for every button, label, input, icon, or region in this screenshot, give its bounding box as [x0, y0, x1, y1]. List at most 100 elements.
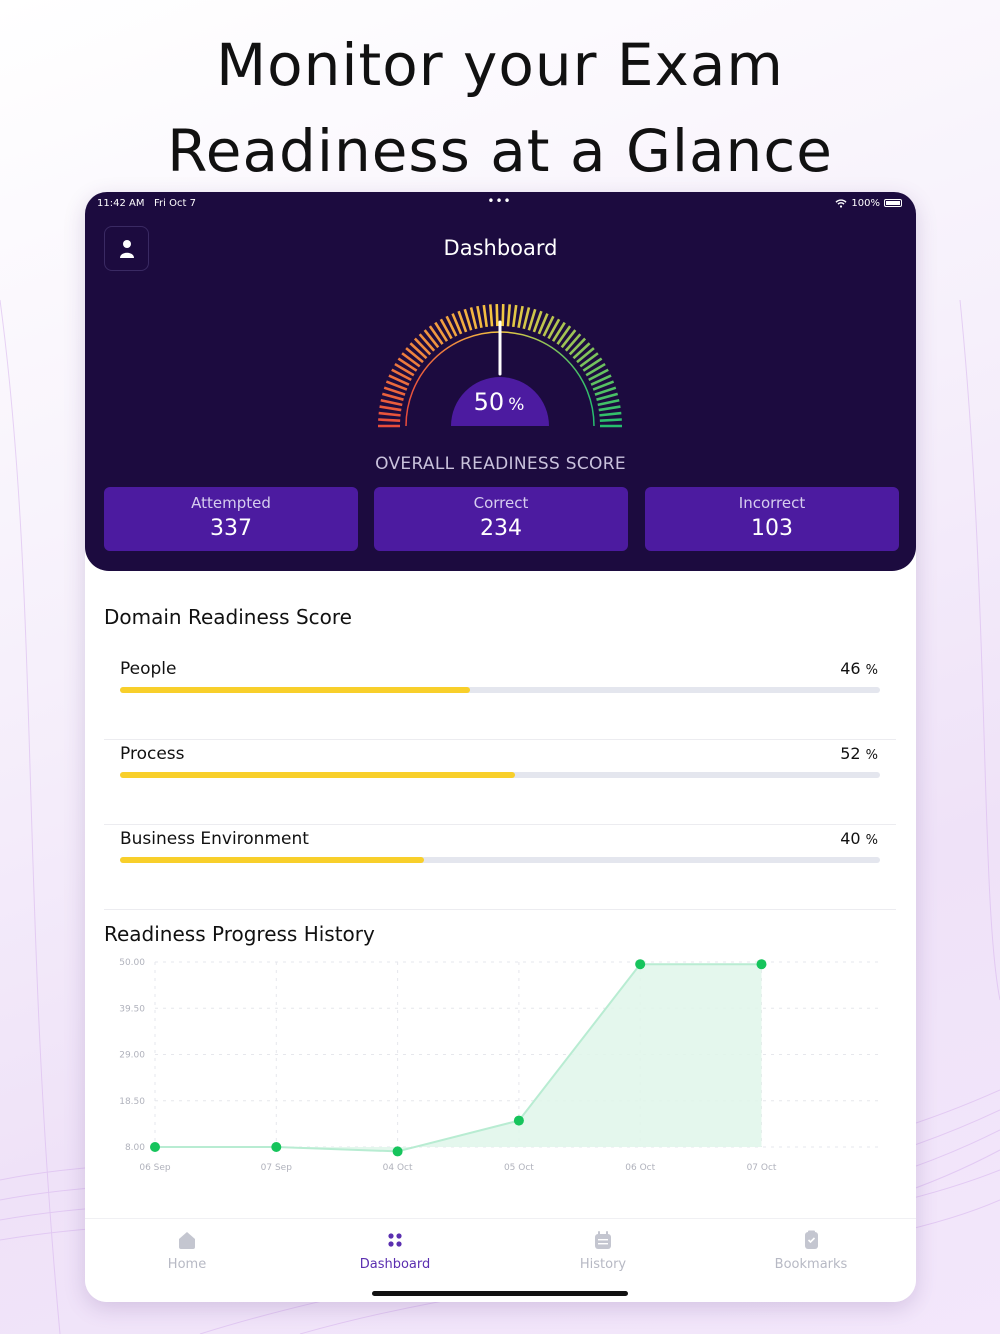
tab-label: Bookmarks	[774, 1257, 848, 1272]
gauge-caption: OVERALL READINESS SCORE	[375, 454, 626, 474]
gauge-tick	[551, 321, 566, 342]
home-indicator	[372, 1291, 628, 1296]
stat-label: Attempted	[191, 494, 271, 512]
gauge-ticks	[378, 304, 622, 428]
profile-button[interactable]	[104, 226, 149, 271]
stat-card-correct: Correct 234	[374, 487, 628, 551]
gauge-tick	[592, 380, 615, 391]
progress-fill	[120, 687, 470, 693]
gauge-tick	[597, 398, 620, 407]
chart-data-point	[150, 1142, 160, 1152]
gauge-tick	[542, 315, 555, 337]
readiness-gauge: 50%	[378, 304, 622, 428]
gauge-tick	[488, 304, 494, 327]
progress-track	[120, 857, 880, 863]
chart-x-tick-label: 06 Sep	[139, 1163, 171, 1173]
gauge-tick	[568, 337, 587, 356]
domain-percent: 52 %	[840, 744, 878, 763]
domain-row-process: Process 52 %	[104, 740, 896, 825]
status-bar: 11:42 AM Fri Oct 7 ••• 100%	[97, 194, 902, 210]
status-date: Fri Oct 7	[154, 197, 196, 209]
domain-percent: 46 %	[840, 659, 878, 678]
page-title: Dashboard	[443, 236, 558, 260]
tablet-screen: 11:42 AM Fri Oct 7 ••• 100% Dashboard	[85, 192, 916, 1302]
domain-name: Process	[120, 744, 185, 764]
tab-history[interactable]: History	[523, 1229, 683, 1272]
gauge-tick	[482, 304, 489, 328]
stat-value: 337	[210, 516, 252, 541]
dashboard-icon	[388, 1233, 402, 1247]
gauge-tick	[394, 362, 415, 377]
gauge-tick	[469, 307, 478, 330]
chart-data-point	[513, 1115, 524, 1126]
gauge-tick	[598, 405, 621, 412]
tab-label: Home	[167, 1257, 207, 1272]
domain-name: Business Environment	[120, 829, 309, 849]
gauge-tick	[572, 342, 591, 360]
gauge-tick	[588, 368, 609, 382]
chart-x-tick-label: 07 Oct	[747, 1163, 777, 1173]
gauge-tick	[596, 392, 619, 401]
gauge-tick	[380, 398, 403, 407]
chart-y-tick-label: 39.50	[119, 1004, 145, 1014]
gauge-tick	[517, 305, 524, 328]
user-icon	[119, 239, 134, 258]
chart-y-tick-label: 50.00	[119, 958, 145, 968]
gauge-tick	[599, 418, 622, 422]
tab-bookmarks[interactable]: Bookmarks	[731, 1229, 891, 1272]
progress-track	[120, 687, 880, 693]
tab-label: History	[579, 1257, 627, 1272]
gauge-tick	[405, 347, 424, 364]
gauge-tick	[532, 310, 543, 333]
gauge-tick	[537, 313, 549, 335]
tab-home[interactable]: Home	[107, 1229, 267, 1272]
gauge-tick	[423, 329, 440, 349]
gauge-tick	[381, 392, 404, 401]
gauge-tick	[397, 357, 418, 372]
chart-y-tick-label: 29.00	[119, 1051, 145, 1061]
chart-y-tick-label: 8.00	[125, 1143, 145, 1153]
chart-x-tick-label: 05 Oct	[504, 1163, 534, 1173]
gauge-tick	[590, 374, 612, 386]
tab-dashboard[interactable]: Dashboard	[315, 1229, 475, 1272]
chart-y-tick-label: 18.50	[119, 1097, 145, 1107]
stat-value: 103	[751, 516, 793, 541]
battery-icon	[884, 199, 902, 207]
domain-row-people: People 46 %	[104, 655, 896, 740]
gauge-tick	[383, 386, 406, 396]
chart-x-tick-label: 07 Sep	[261, 1163, 293, 1173]
chart-data-point	[271, 1142, 282, 1152]
gauge-tick	[463, 308, 473, 331]
domain-section-title: Domain Readiness Score	[104, 605, 352, 629]
chart-x-tick-label: 06 Oct	[625, 1163, 655, 1173]
gauge-tick	[378, 411, 401, 417]
marketing-headline: Monitor your Exam Readiness at a Glance	[0, 22, 1000, 194]
gauge-tick	[585, 362, 606, 377]
progress-track	[120, 772, 880, 778]
gauge-tick	[445, 315, 458, 337]
gauge-tick	[599, 411, 622, 417]
gauge-tick	[527, 308, 537, 331]
gauge-tick	[439, 318, 453, 340]
gauge-tick	[451, 313, 463, 335]
history-section-title: Readiness Progress History	[104, 922, 375, 946]
battery-percent: 100%	[851, 197, 880, 209]
gauge-value-dome	[451, 377, 549, 426]
progress-fill	[120, 857, 424, 863]
gauge-tick	[476, 305, 483, 328]
progress-fill	[120, 772, 516, 778]
domain-row-business-environment: Business Environment 40 %	[104, 825, 896, 910]
gauge-tick	[401, 352, 421, 368]
multitask-dots-icon[interactable]: •••	[487, 194, 512, 208]
gauge-tick	[576, 347, 595, 364]
gauge-tick	[385, 380, 408, 391]
tab-bar: Home Dashboard History Bookmarks	[85, 1218, 916, 1302]
status-time: 11:42 AM	[97, 197, 145, 209]
chart-area-fill	[155, 964, 762, 1152]
gauge-tick	[564, 333, 582, 352]
gauge-tick	[379, 405, 402, 412]
domain-name: People	[120, 659, 177, 679]
gauge-tick	[506, 304, 512, 327]
chart-series-line	[155, 963, 762, 1153]
chart-data-point	[635, 959, 646, 970]
